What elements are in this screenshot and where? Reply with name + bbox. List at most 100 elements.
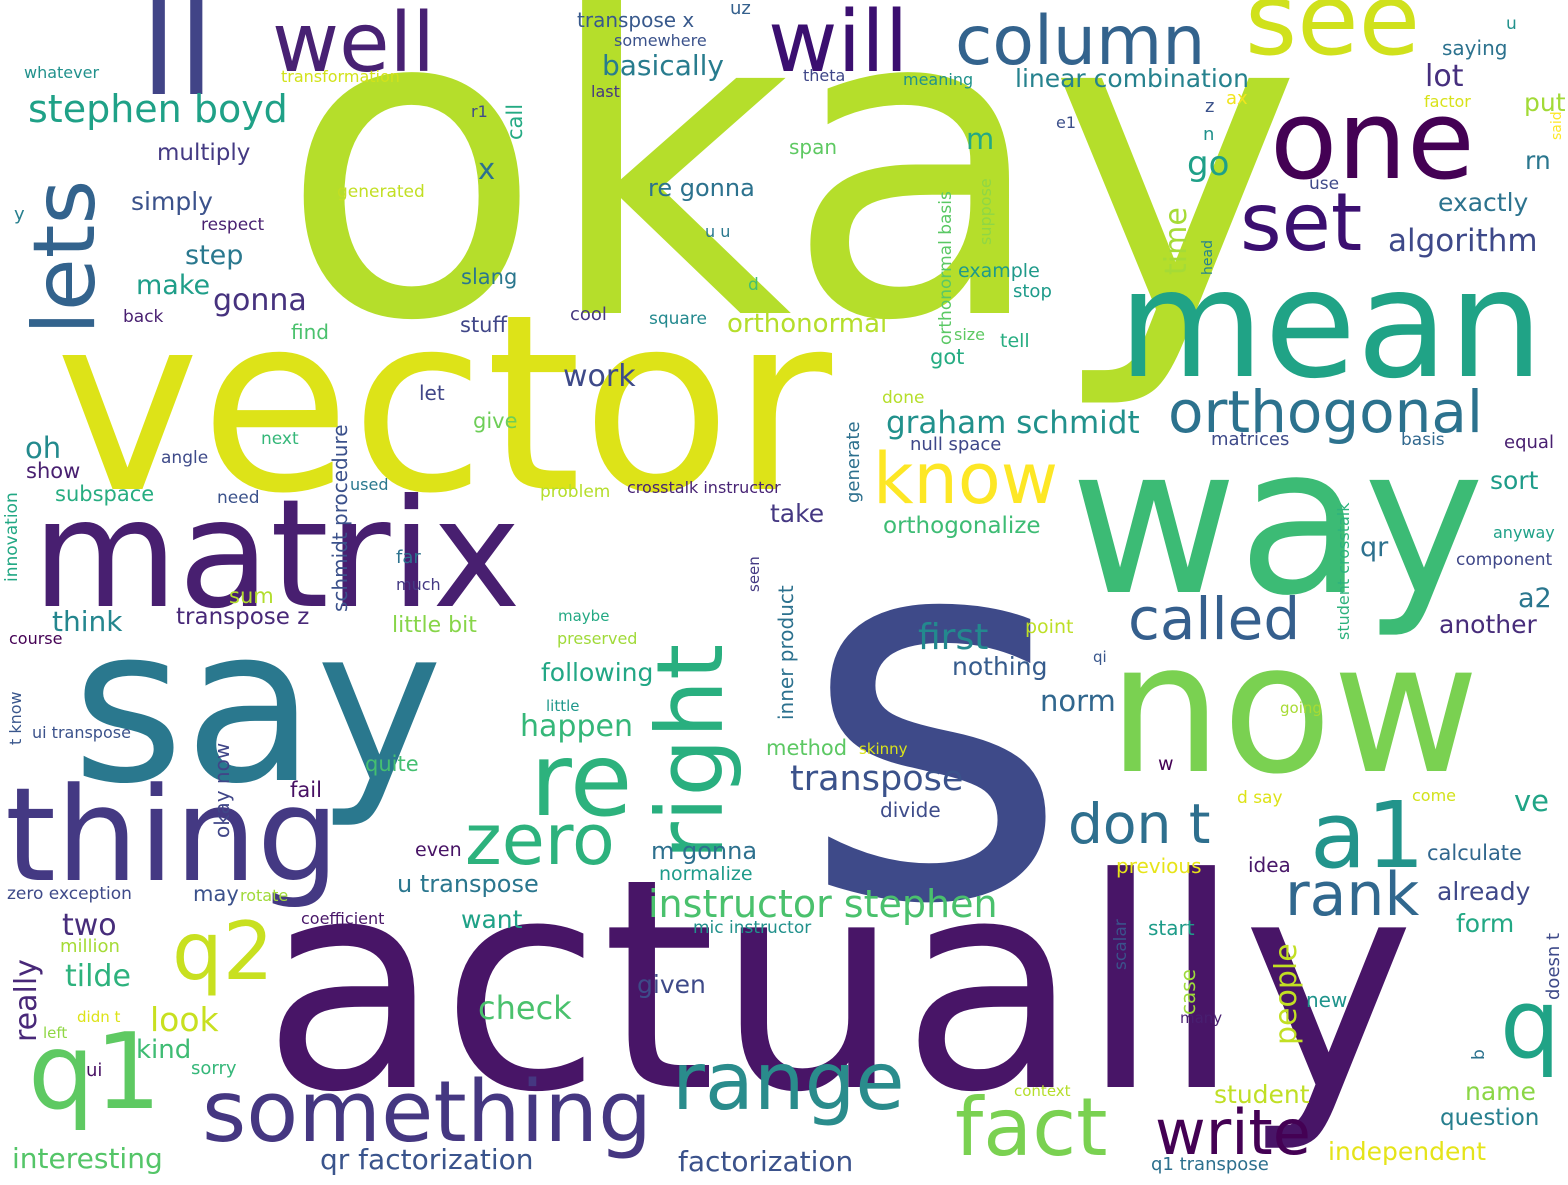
word: sum <box>229 584 274 608</box>
word: gonna <box>213 283 307 318</box>
word: happen <box>520 709 633 744</box>
word: algorithm <box>1388 223 1538 259</box>
word: rotate <box>240 886 289 905</box>
word: simply <box>131 187 213 216</box>
word: point <box>1025 616 1074 638</box>
word: u transpose <box>397 870 539 898</box>
word: lets <box>15 179 115 335</box>
word: time <box>1159 207 1194 275</box>
word: two <box>62 908 117 943</box>
word: step <box>185 240 244 271</box>
word: check <box>478 989 572 1027</box>
word: student <box>1214 1080 1310 1109</box>
word: see <box>1245 0 1421 78</box>
word: d <box>748 275 759 295</box>
word: matrix <box>32 468 521 642</box>
word: form <box>1456 909 1515 938</box>
word: transformation <box>281 67 400 86</box>
word: somewhere <box>614 31 707 50</box>
word: transpose <box>790 759 964 799</box>
word: generate <box>843 421 864 503</box>
word: zero exception <box>7 884 132 904</box>
word: ui transpose <box>32 723 131 742</box>
word: way <box>1070 403 1485 641</box>
word: sort <box>1490 466 1539 495</box>
word: come <box>1412 786 1457 805</box>
word: well <box>272 0 436 91</box>
word: lot <box>1425 59 1464 94</box>
word: multiply <box>157 140 251 166</box>
word: ve <box>1514 784 1550 818</box>
word: b <box>1469 1049 1489 1060</box>
word: write <box>1155 1096 1311 1169</box>
word: million <box>60 936 120 957</box>
word: meaning <box>903 70 974 89</box>
word: vector <box>55 262 833 547</box>
word: now <box>1108 605 1480 814</box>
word: student crosstalk <box>1334 502 1353 640</box>
word: find <box>291 320 329 344</box>
word: previous <box>1116 854 1202 878</box>
word: quite <box>365 752 419 776</box>
word: a2 <box>1518 583 1552 614</box>
word: mean <box>1118 238 1544 412</box>
word: linear combination <box>1015 64 1249 93</box>
word: whatever <box>24 63 100 82</box>
word: matrices <box>1211 429 1290 450</box>
word: course <box>9 629 63 648</box>
word: given <box>637 970 706 999</box>
word: used <box>350 475 389 494</box>
word: m gonna <box>651 837 758 865</box>
word: really <box>9 959 44 1042</box>
word: basically <box>602 49 724 82</box>
word: much <box>396 575 441 594</box>
word: name <box>1465 1077 1536 1106</box>
word: transpose z <box>176 604 310 630</box>
word: idea <box>1248 853 1291 877</box>
word: next <box>261 429 299 449</box>
word: a1 <box>1310 782 1425 889</box>
word: take <box>770 499 825 528</box>
word: divide <box>880 798 941 822</box>
word: okay <box>280 0 1303 415</box>
word: d say <box>1237 788 1283 808</box>
word: x <box>478 152 496 186</box>
word: problem <box>540 482 611 502</box>
word: fact <box>955 1081 1108 1174</box>
word: many <box>1180 1009 1223 1027</box>
word: independent <box>1328 1137 1487 1166</box>
word: re gonna <box>648 174 755 202</box>
word: orthogonalize <box>883 513 1041 539</box>
word: think <box>52 605 123 638</box>
word: suppose <box>976 178 995 245</box>
word: doesn t <box>1543 932 1564 1000</box>
word: respect <box>201 215 265 235</box>
word: example <box>958 260 1040 282</box>
word: qi <box>1093 648 1107 666</box>
word: already <box>1437 877 1531 906</box>
word: last <box>591 82 620 101</box>
word: qr <box>1360 532 1389 563</box>
word: put <box>1524 88 1566 117</box>
word: saying <box>1442 36 1508 60</box>
word: call <box>503 103 527 140</box>
word: ll <box>140 0 216 126</box>
word: oh <box>25 431 62 465</box>
word: angle <box>161 448 209 468</box>
word: coefficient <box>301 909 385 928</box>
word: first <box>918 617 989 658</box>
word: use <box>1309 174 1340 194</box>
word: go <box>1187 144 1230 184</box>
word: stop <box>1013 281 1052 302</box>
word: n <box>1203 124 1215 145</box>
word: q1 transpose <box>1151 1154 1269 1175</box>
word: new <box>1306 988 1348 1012</box>
word: zero <box>465 799 615 881</box>
word: slang <box>461 265 518 289</box>
word: don t <box>1068 792 1211 856</box>
word: subspace <box>55 482 155 506</box>
word: range <box>672 1035 905 1128</box>
word: null space <box>910 434 1002 455</box>
word: orthonormal basis <box>936 191 956 345</box>
word: s <box>800 412 1071 1018</box>
